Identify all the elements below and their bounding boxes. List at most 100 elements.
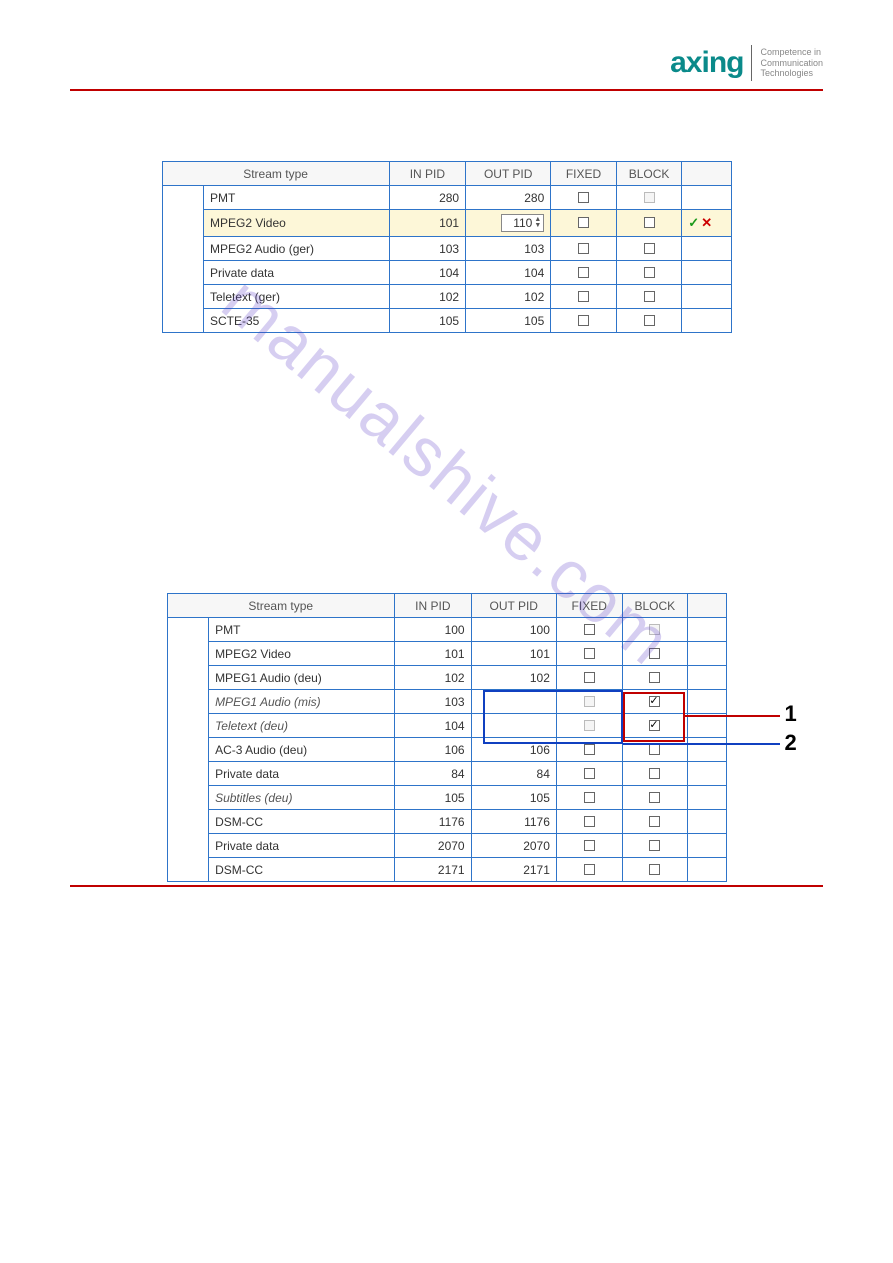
out-pid-cell[interactable] — [471, 714, 556, 738]
table-row: PMT100100 — [167, 618, 726, 642]
tagline-line: Competence in — [760, 47, 821, 57]
logo-divider — [751, 45, 752, 81]
stream-type-cell[interactable]: Private data — [209, 762, 395, 786]
block-cell — [622, 810, 688, 834]
out-pid-cell[interactable]: 100 — [471, 618, 556, 642]
fixed-cell — [556, 714, 622, 738]
stream-type-cell[interactable]: DSM-CC — [209, 858, 395, 882]
out-pid-cell[interactable]: 84 — [471, 762, 556, 786]
table-row: Teletext (ger)102102 — [162, 285, 731, 309]
header: axing Competence in Communication Techno… — [70, 45, 823, 81]
block-checkbox[interactable] — [649, 696, 660, 707]
table-row: Teletext (deu)104 — [167, 714, 726, 738]
block-checkbox[interactable] — [644, 243, 655, 254]
stream-type-cell[interactable]: Subtitles (deu) — [209, 786, 395, 810]
fixed-checkbox[interactable] — [584, 624, 595, 635]
out-pid-cell[interactable]: 103 — [466, 237, 551, 261]
fixed-checkbox[interactable] — [584, 816, 595, 827]
block-checkbox[interactable] — [649, 864, 660, 875]
fixed-checkbox[interactable] — [584, 840, 595, 851]
fixed-checkbox[interactable] — [584, 864, 595, 875]
fixed-checkbox[interactable] — [578, 267, 589, 278]
cancel-icon[interactable]: ✕ — [701, 215, 712, 230]
fixed-checkbox[interactable] — [584, 768, 595, 779]
stream-type-cell[interactable]: MPEG1 Audio (deu) — [209, 666, 395, 690]
fixed-checkbox[interactable] — [578, 217, 589, 228]
fixed-cell — [556, 618, 622, 642]
confirm-icon[interactable]: ✓ — [688, 215, 699, 230]
out-pid-value[interactable]: 110 — [506, 216, 532, 230]
table-header-row: Stream type IN PID OUT PID FIXED BLOCK — [167, 594, 726, 618]
fixed-cell — [551, 261, 617, 285]
actions-cell — [682, 186, 731, 210]
fixed-checkbox[interactable] — [578, 243, 589, 254]
block-checkbox[interactable] — [649, 768, 660, 779]
table-row: Subtitles (deu)105105 — [167, 786, 726, 810]
block-checkbox[interactable] — [644, 217, 655, 228]
block-checkbox[interactable] — [649, 744, 660, 755]
fixed-checkbox[interactable] — [584, 672, 595, 683]
fixed-checkbox[interactable] — [584, 648, 595, 659]
out-pid-cell[interactable]: 102 — [466, 285, 551, 309]
in-pid-cell: 102 — [389, 285, 465, 309]
fixed-cell — [551, 285, 617, 309]
col-in-pid: IN PID — [389, 162, 465, 186]
fixed-cell — [556, 642, 622, 666]
stream-type-cell[interactable]: SCTE-35 — [203, 309, 389, 333]
block-cell — [622, 834, 688, 858]
out-pid-cell[interactable]: 105 — [471, 786, 556, 810]
stream-type-cell[interactable]: PMT — [209, 618, 395, 642]
out-pid-cell[interactable]: 105 — [466, 309, 551, 333]
stream-type-cell[interactable]: PMT — [203, 186, 389, 210]
fixed-cell — [551, 186, 617, 210]
table-row: Private data104104 — [162, 261, 731, 285]
block-checkbox[interactable] — [644, 315, 655, 326]
block-checkbox[interactable] — [649, 792, 660, 803]
stream-table-1: Stream type IN PID OUT PID FIXED BLOCK P… — [162, 161, 732, 333]
block-checkbox[interactable] — [644, 291, 655, 302]
in-pid-cell: 103 — [395, 690, 472, 714]
out-pid-cell[interactable]: 2070 — [471, 834, 556, 858]
stream-type-cell[interactable]: MPEG2 Video — [209, 642, 395, 666]
stream-type-cell[interactable]: AC-3 Audio (deu) — [209, 738, 395, 762]
block-checkbox[interactable] — [649, 672, 660, 683]
callout-number-2: 2 — [785, 730, 797, 756]
block-checkbox[interactable] — [649, 720, 660, 731]
stream-type-cell[interactable]: Private data — [203, 261, 389, 285]
block-cell — [616, 309, 682, 333]
stream-type-cell[interactable]: Teletext (ger) — [203, 285, 389, 309]
out-pid-cell[interactable]: 106 — [471, 738, 556, 762]
out-pid-cell[interactable]: 1176 — [471, 810, 556, 834]
stream-type-cell[interactable]: DSM-CC — [209, 810, 395, 834]
fixed-checkbox[interactable] — [578, 315, 589, 326]
stream-type-cell[interactable]: MPEG1 Audio (mis) — [209, 690, 395, 714]
out-pid-cell[interactable]: 280 — [466, 186, 551, 210]
stream-type-cell[interactable]: MPEG2 Video — [203, 210, 389, 237]
fixed-cell — [556, 786, 622, 810]
spinner-buttons[interactable]: ▲▼ — [534, 217, 541, 229]
out-pid-cell[interactable]: 104 — [466, 261, 551, 285]
out-pid-cell[interactable] — [471, 690, 556, 714]
out-pid-cell[interactable]: 101 — [471, 642, 556, 666]
block-checkbox[interactable] — [649, 648, 660, 659]
logo-tagline: Competence in Communication Technologies — [760, 47, 823, 79]
out-pid-cell[interactable]: 102 — [471, 666, 556, 690]
block-checkbox[interactable] — [644, 267, 655, 278]
in-pid-cell: 105 — [389, 309, 465, 333]
fixed-checkbox[interactable] — [578, 291, 589, 302]
col-actions — [682, 162, 731, 186]
out-pid-cell[interactable]: 2171 — [471, 858, 556, 882]
stream-type-cell[interactable]: Private data — [209, 834, 395, 858]
out-pid-input[interactable]: 110▲▼ — [501, 214, 544, 232]
actions-cell: ✓✕ — [682, 210, 731, 237]
fixed-checkbox[interactable] — [578, 192, 589, 203]
stream-type-cell[interactable]: MPEG2 Audio (ger) — [203, 237, 389, 261]
block-checkbox[interactable] — [649, 816, 660, 827]
block-checkbox — [644, 192, 655, 203]
logo-word: axing — [670, 46, 743, 79]
col-stream-type: Stream type — [162, 162, 389, 186]
fixed-checkbox[interactable] — [584, 744, 595, 755]
stream-type-cell[interactable]: Teletext (deu) — [209, 714, 395, 738]
fixed-checkbox[interactable] — [584, 792, 595, 803]
block-checkbox[interactable] — [649, 840, 660, 851]
